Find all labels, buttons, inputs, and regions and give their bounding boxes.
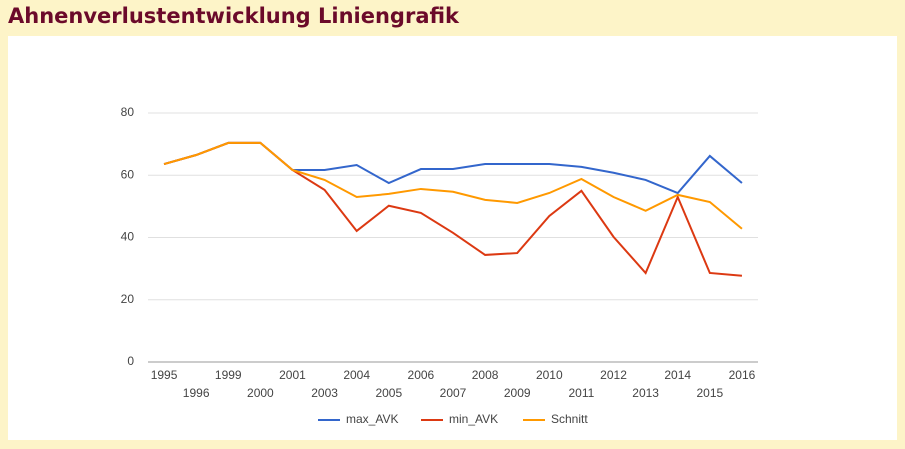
x-tick-label: 2014: [664, 368, 691, 382]
series-line: [163, 141, 743, 195]
series-line: [163, 141, 743, 230]
page-title: Ahnenverlustentwicklung Liniengrafik: [8, 4, 460, 28]
legend-label: min_AVK: [449, 412, 498, 426]
x-tick-label: 2013: [632, 386, 659, 400]
y-tick-label: 20: [121, 292, 135, 306]
x-tick-label: 2011: [569, 386, 595, 400]
y-tick-label: 60: [121, 167, 135, 181]
x-tick-label: 2009: [504, 386, 531, 400]
y-tick-label: 40: [121, 230, 135, 244]
x-tick-label: 1995: [151, 368, 178, 382]
y-tick-label: 0: [127, 354, 134, 368]
x-tick-label: 2010: [536, 368, 563, 382]
x-tick-label: 2012: [600, 368, 627, 382]
x-tick-label: 2007: [440, 386, 467, 400]
legend-label: max_AVK: [346, 412, 398, 426]
x-tick-label: 1996: [183, 386, 210, 400]
x-tick-label: 2008: [472, 368, 499, 382]
legend-label: Schnitt: [551, 412, 588, 426]
x-tick-label: 2005: [375, 386, 402, 400]
x-tick-label: 1999: [215, 368, 242, 382]
x-tick-label: 2000: [247, 386, 274, 400]
y-tick-label: 80: [121, 105, 135, 119]
x-tick-label: 2016: [729, 368, 756, 382]
x-tick-label: 2006: [408, 368, 435, 382]
series-line: [163, 141, 743, 277]
x-tick-label: 2004: [343, 368, 370, 382]
x-tick-label: 2001: [279, 368, 306, 382]
x-tick-label: 2015: [696, 386, 723, 400]
x-tick-label: 2003: [311, 386, 338, 400]
